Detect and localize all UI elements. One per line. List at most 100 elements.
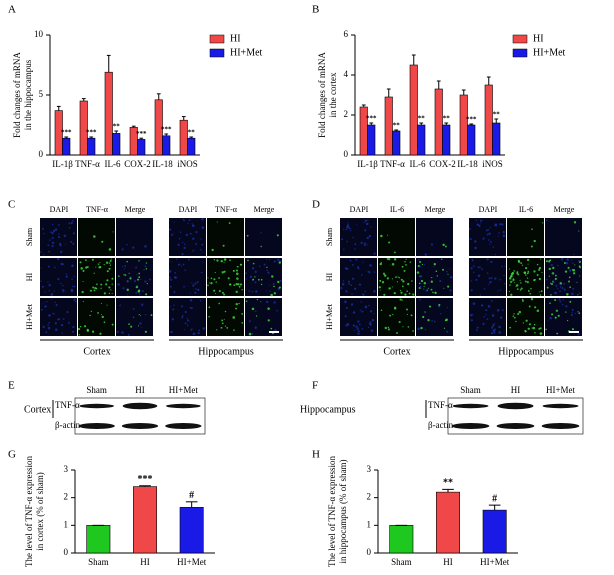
micrograph-speckle — [135, 285, 139, 289]
micrograph-speckle — [391, 263, 395, 266]
micrograph-speckle — [420, 326, 423, 330]
micrograph-speckle — [192, 250, 194, 252]
micrograph-speckle — [180, 305, 183, 308]
significance-label: ** — [443, 478, 453, 489]
micrograph-speckle — [200, 271, 203, 274]
y-tick-label: 1 — [64, 519, 69, 529]
micrograph-speckle — [79, 325, 82, 328]
micrograph-speckle — [367, 219, 369, 221]
micrograph-speckle — [108, 292, 111, 295]
x-tick-label: COX-2 — [429, 159, 456, 169]
micrograph-speckle — [141, 326, 143, 328]
bar — [133, 486, 157, 554]
micrograph-speckle — [472, 314, 474, 316]
micrograph-speckle — [232, 269, 235, 272]
micrograph-speckle — [223, 270, 226, 273]
micrograph-speckle — [178, 263, 181, 266]
micrograph-speckle — [572, 287, 575, 290]
micrograph-speckle — [360, 301, 362, 303]
micrograph-speckle — [341, 238, 344, 241]
legend-label: HI+Met — [230, 47, 263, 58]
micrograph-speckle — [124, 274, 127, 276]
micrograph-speckle — [360, 241, 363, 245]
micrograph-speckle — [276, 309, 279, 312]
micrograph-speckle — [274, 329, 277, 332]
micrograph-speckle — [99, 332, 102, 335]
micrograph-speckle — [497, 290, 499, 292]
micrograph-speckle — [72, 220, 74, 222]
micrograph-speckle — [496, 309, 500, 312]
micrograph-speckle — [383, 274, 387, 277]
micrograph-speckle — [536, 273, 539, 276]
micrograph-speckle — [509, 275, 512, 278]
micrograph-speckle — [364, 219, 367, 222]
micrograph-speckle — [571, 259, 573, 261]
micrograph-speckle — [247, 259, 249, 262]
micrograph-speckle — [218, 302, 220, 305]
micrograph-speckle — [214, 292, 216, 295]
micrograph-speckle — [391, 278, 393, 280]
micrograph-speckle — [420, 279, 424, 283]
micrograph-speckle — [351, 293, 353, 295]
micrograph-speckle — [442, 268, 445, 271]
micrograph-speckle — [408, 292, 411, 295]
micrograph-speckle — [181, 316, 184, 319]
micrograph-speckle — [170, 278, 173, 281]
micrograph-speckle — [197, 331, 200, 335]
group-label: Hippocampus — [198, 346, 254, 357]
micrograph-speckle — [389, 314, 392, 317]
micrograph-speckle — [526, 258, 530, 262]
micrograph-speckle — [346, 240, 349, 243]
micrograph-speckle — [485, 309, 488, 312]
significance-label: ** — [493, 111, 501, 119]
micrograph-speckle — [192, 237, 195, 240]
micrograph-speckle — [518, 274, 520, 276]
micrograph-speckle — [568, 280, 571, 283]
micrograph-speckle — [237, 283, 240, 286]
bar — [484, 84, 493, 156]
micrograph-speckle — [526, 277, 529, 279]
micrograph-speckle — [126, 288, 129, 292]
micrograph-speckle — [399, 298, 402, 301]
micrograph-speckle — [406, 308, 409, 311]
micrograph-speckle — [364, 290, 367, 293]
micrograph-speckle — [567, 266, 570, 269]
y-tick-label: 0 — [64, 547, 69, 557]
micrograph-speckle — [168, 270, 172, 273]
micrograph-speckle — [267, 319, 270, 322]
micrograph-speckle — [200, 238, 202, 240]
scale-bar — [269, 331, 279, 333]
micrograph-speckle — [86, 329, 90, 332]
micrograph-speckle — [228, 222, 231, 224]
micrograph-speckle — [500, 316, 503, 319]
micrograph-speckle — [129, 277, 132, 280]
micrograph-speckle — [571, 292, 574, 296]
micrograph-speckle — [402, 280, 405, 283]
micrograph-speckle — [58, 236, 61, 239]
blot-band — [79, 403, 114, 409]
bar — [459, 94, 468, 156]
micrograph-speckle — [126, 260, 128, 263]
micrograph-speckle — [475, 278, 478, 281]
micrograph-speckle — [273, 292, 277, 295]
micrograph-speckle — [61, 332, 63, 334]
micrograph-speckle — [387, 328, 391, 331]
x-tick-label: IL-1β — [357, 159, 378, 169]
micrograph-speckle — [345, 290, 348, 293]
micrograph-speckle — [486, 258, 489, 261]
micrograph-speckle — [239, 263, 243, 266]
micrograph-speckle — [516, 272, 519, 275]
micrograph-speckle — [368, 326, 370, 329]
micrograph-speckle — [190, 328, 193, 331]
micrograph-speckle — [169, 228, 172, 231]
micrograph-speckle — [60, 262, 63, 266]
micrograph-speckle — [92, 286, 95, 289]
micrograph-speckle — [182, 218, 185, 221]
x-tick-label: Sham — [391, 557, 412, 567]
micrograph-speckle — [222, 244, 225, 247]
micrograph-speckle — [508, 268, 510, 270]
micrograph-speckle — [470, 280, 472, 282]
micrograph-speckle — [121, 331, 124, 334]
legend-swatch — [512, 48, 528, 58]
micrograph-speckle — [491, 314, 495, 317]
